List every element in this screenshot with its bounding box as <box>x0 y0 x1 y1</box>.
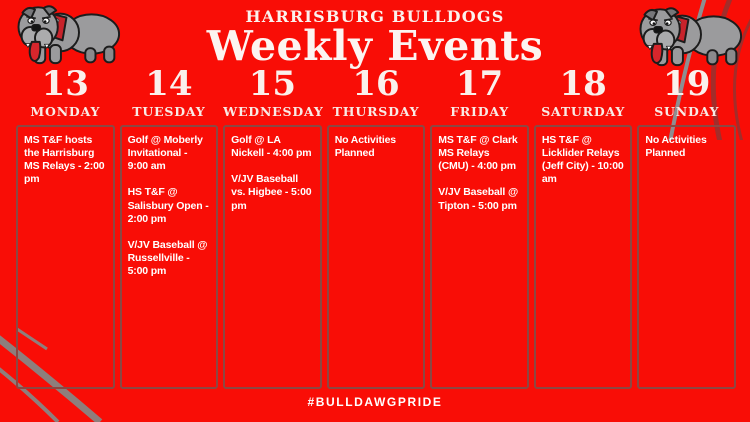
event-item: V/JV Baseball vs. Higbee - 5:00 pm <box>231 173 312 212</box>
day-name: WEDNESDAY <box>223 103 324 119</box>
team-name: HARRISBURG BULLDOGS <box>245 7 505 26</box>
event-item: V/JV Baseball @ Russellville - 5:00 pm <box>127 239 208 278</box>
event-item: MS T&F hosts the Harrisburg MS Relays - … <box>24 133 105 186</box>
day-name: THURSDAY <box>332 103 420 119</box>
bulldog-mascot-left <box>13 2 123 75</box>
bulldog-mascot-right <box>635 4 745 77</box>
event-item: HS T&F @ Licklider Relays (Jeff City) - … <box>541 133 624 186</box>
day-number: 15 <box>248 64 297 104</box>
day-number: 18 <box>559 64 607 104</box>
event-item: No Activities Planned <box>645 133 707 159</box>
day-events-box: MS T&F @ Clark MS Relays (CMU) - 4:00 pm… <box>430 124 529 389</box>
day-column-thursday: 16 THURSDAY No Activities Planned <box>326 64 426 389</box>
day-column-tuesday: 14 TUESDAY Golf @ Moberly Invitational -… <box>119 64 219 389</box>
event-item: Golf @ LA Nickell - 4:00 pm <box>231 133 312 159</box>
event-item: Golf @ Moberly Invitational - 9:00 am <box>127 133 203 173</box>
day-events-box: HS T&F @ Licklider Relays (Jeff City) - … <box>533 124 633 389</box>
footer: #BULLDAWGPRIDE <box>0 393 750 411</box>
day-events-box: Golf @ LA Nickell - 4:00 pm V/JV Basebal… <box>223 124 322 389</box>
day-name: SUNDAY <box>654 103 720 119</box>
day-column-monday: 13 MONDAY MS T&F hosts the Harrisburg MS… <box>16 66 115 389</box>
day-column-saturday: 18 SATURDAY HS T&F @ Licklider Relays (J… <box>533 64 633 389</box>
day-column-sunday: 19 SUNDAY No Activities Planned <box>637 66 736 389</box>
day-events-box: No Activities Planned <box>637 124 736 389</box>
day-column-wednesday: 15 WEDNESDAY Golf @ LA Nickell - 4:00 pm… <box>223 64 324 389</box>
day-number: 17 <box>455 64 504 104</box>
day-name: MONDAY <box>30 103 101 119</box>
event-item: HS T&F @ Salisbury Open - 2:00 pm <box>127 186 209 225</box>
header: HARRISBURG BULLDOGS Weekly Events <box>0 7 750 68</box>
event-item: V/JV Baseball @ Tipton - 5:00 pm <box>438 186 519 212</box>
page-title: Weekly Events <box>206 22 544 70</box>
day-name: TUESDAY <box>132 103 206 119</box>
day-events-box: MS T&F hosts the Harrisburg MS Relays - … <box>16 124 115 389</box>
calendar-grid: 13 MONDAY MS T&F hosts the Harrisburg MS… <box>16 66 736 389</box>
day-name: SATURDAY <box>541 103 626 119</box>
day-number: 13 <box>41 64 89 104</box>
event-item: No Activities Planned <box>334 133 396 159</box>
day-number: 16 <box>352 64 400 104</box>
day-events-box: No Activities Planned <box>326 124 426 389</box>
day-column-friday: 17 FRIDAY MS T&F @ Clark MS Relays (CMU)… <box>430 66 529 389</box>
hashtag: #BULLDAWGPRIDE <box>307 395 443 409</box>
day-number: 14 <box>145 64 193 104</box>
day-name: FRIDAY <box>450 103 509 119</box>
day-events-box: Golf @ Moberly Invitational - 9:00 am HS… <box>119 124 219 389</box>
event-item: MS T&F @ Clark MS Relays (CMU) - 4:00 pm <box>438 133 518 173</box>
